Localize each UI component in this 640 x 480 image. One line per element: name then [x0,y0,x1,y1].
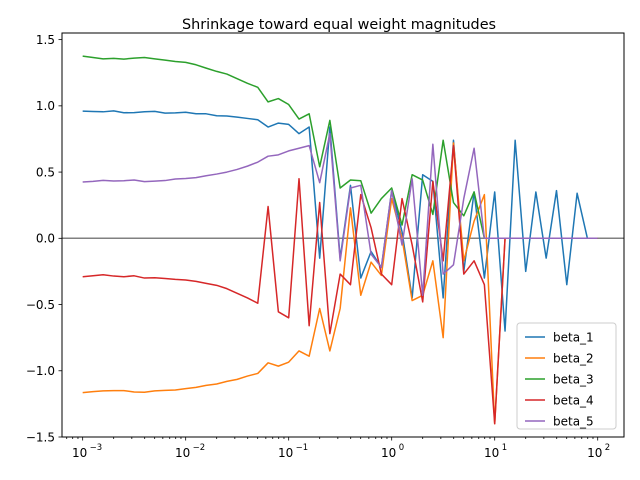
y-tick-label: 0.5 [36,165,55,179]
x-tick-exponent: 2 [605,443,610,453]
legend-label-beta-5: beta_5 [553,414,594,428]
series-layer [82,55,598,425]
x-tick-exponent: −1 [296,443,309,453]
series-line-beta-1 [82,110,598,332]
y-tick-label: 0.0 [36,232,55,246]
legend-box [516,322,617,430]
x-tick-exponent: 1 [502,443,507,453]
x-axis: 10 −3 10 −2 10 −1 10 0 10 1 10 2 [66,437,610,460]
y-tick-label: −0.5 [26,298,55,312]
x-tick-label: 10 [484,446,499,460]
x-tick-label: 10 [72,446,87,460]
legend: beta_1 beta_2 beta_3 beta_4 beta_5 [516,322,617,430]
y-tick-label: 1.5 [36,33,55,47]
x-tick-exponent: −2 [193,443,206,453]
legend-label-beta-4: beta_4 [553,393,594,407]
x-tick-label: 10 [587,446,602,460]
y-tick-label: 1.0 [36,99,55,113]
series-line-beta-5 [82,132,598,297]
x-tick-label: 10 [381,446,396,460]
y-axis: 1.5 1.0 0.5 0.0 −0.5 −1.0 −1.5 [26,33,62,444]
x-tick-label: 10 [278,446,293,460]
chart-title: Shrinkage toward equal weight magnitudes [182,17,496,33]
legend-label-beta-3: beta_3 [553,372,594,386]
x-tick-label: 10 [175,446,190,460]
y-tick-label: −1.0 [26,364,55,378]
legend-label-beta-2: beta_2 [553,351,594,365]
axes-frame [61,32,625,438]
legend-label-beta-1: beta_1 [553,330,594,344]
x-tick-exponent: −3 [90,443,103,453]
x-tick-exponent: 0 [399,443,404,453]
y-tick-label: −1.5 [26,430,55,444]
